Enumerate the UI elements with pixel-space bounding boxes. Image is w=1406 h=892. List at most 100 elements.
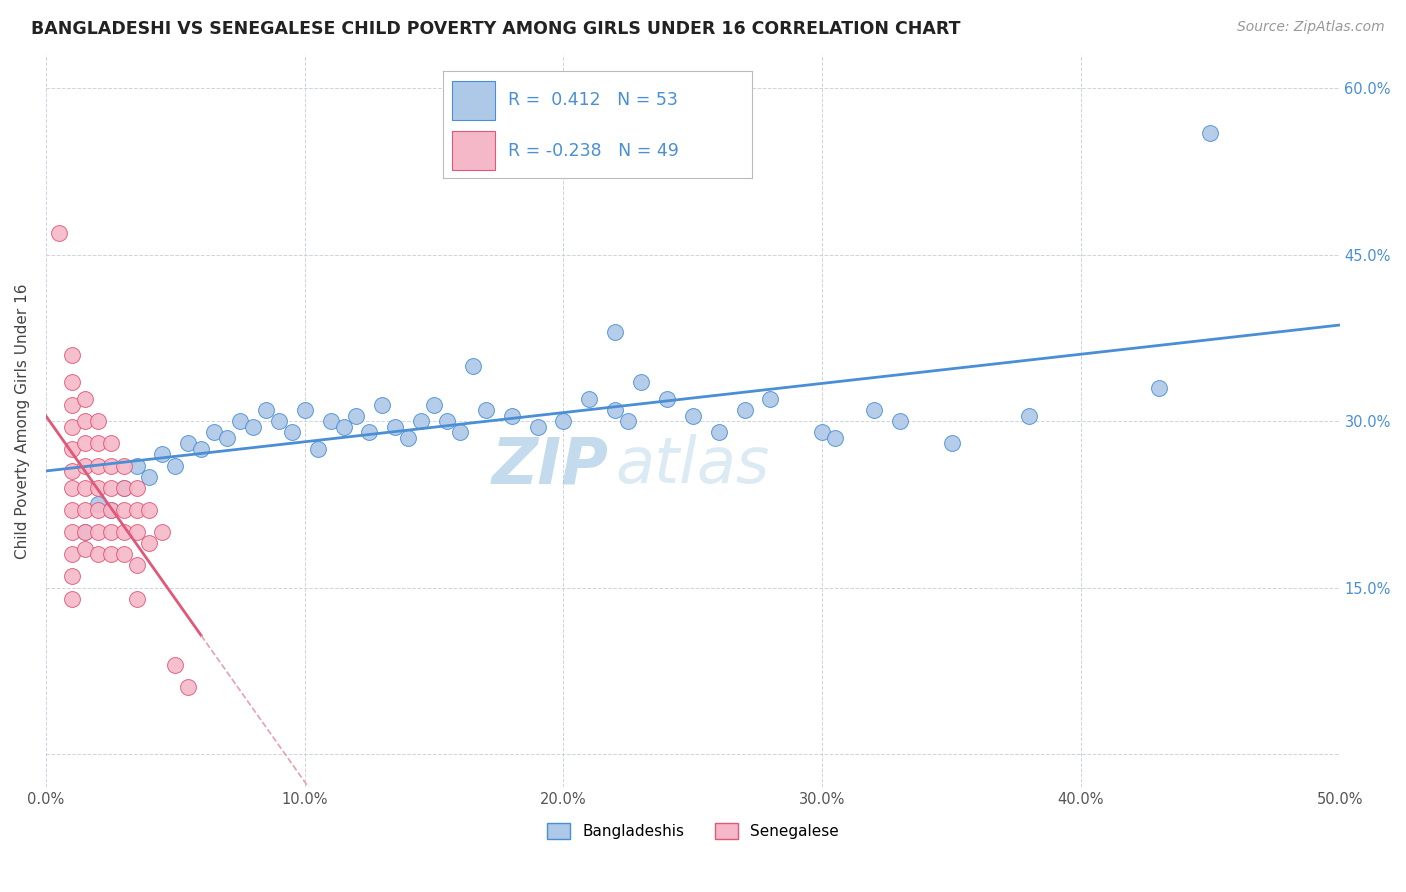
Point [553, 414, 575, 428]
Point [73, 392, 96, 406]
Point [461, 359, 484, 373]
Point [73, 414, 96, 428]
Point [165, 458, 187, 473]
FancyBboxPatch shape [453, 131, 495, 169]
Point [475, 403, 498, 417]
Point [281, 425, 304, 440]
Point [73, 524, 96, 539]
Point [112, 458, 135, 473]
Point [682, 409, 704, 423]
Point [60, 524, 83, 539]
Point [87, 458, 110, 473]
Point [177, 436, 200, 450]
Point [60, 481, 83, 495]
Point [152, 447, 174, 461]
Point [73, 436, 96, 450]
Point [60, 464, 83, 478]
Point [87, 481, 110, 495]
Point [87, 497, 110, 511]
Point [112, 503, 135, 517]
Point [229, 414, 252, 428]
Point [60, 442, 83, 456]
Point [267, 414, 290, 428]
Point [319, 414, 342, 428]
Point [125, 503, 148, 517]
Point [112, 481, 135, 495]
Legend: Bangladeshis, Senegalese: Bangladeshis, Senegalese [541, 817, 845, 846]
Point [1199, 126, 1222, 140]
Point [526, 419, 548, 434]
Point [436, 414, 458, 428]
Point [100, 503, 122, 517]
Point [87, 524, 110, 539]
Point [707, 425, 730, 440]
Point [941, 436, 963, 450]
Point [411, 414, 433, 428]
Point [73, 524, 96, 539]
Text: BANGLADESHI VS SENEGALESE CHILD POVERTY AMONG GIRLS UNDER 16 CORRELATION CHART: BANGLADESHI VS SENEGALESE CHILD POVERTY … [31, 20, 960, 37]
Text: Source: ZipAtlas.com: Source: ZipAtlas.com [1237, 20, 1385, 34]
Point [87, 503, 110, 517]
Point [100, 503, 122, 517]
Text: R =  0.412   N = 53: R = 0.412 N = 53 [508, 91, 678, 109]
Point [125, 558, 148, 573]
Point [87, 547, 110, 561]
Text: ZIP: ZIP [492, 434, 609, 496]
Point [125, 591, 148, 606]
Point [578, 392, 600, 406]
Point [60, 397, 83, 411]
Point [202, 425, 225, 440]
Point [73, 503, 96, 517]
Point [100, 458, 122, 473]
Point [100, 524, 122, 539]
Point [359, 425, 381, 440]
Point [112, 481, 135, 495]
Point [48, 226, 70, 240]
Point [138, 469, 160, 483]
Point [60, 376, 83, 390]
Point [1147, 381, 1170, 395]
Point [60, 569, 83, 583]
Point [60, 547, 83, 561]
Point [60, 419, 83, 434]
Point [371, 397, 394, 411]
Point [190, 442, 212, 456]
Point [824, 431, 846, 445]
Point [605, 403, 627, 417]
Point [254, 403, 277, 417]
Point [100, 436, 122, 450]
Point [165, 658, 187, 673]
Point [112, 524, 135, 539]
Point [112, 547, 135, 561]
Text: atlas: atlas [616, 434, 769, 496]
Point [759, 392, 782, 406]
Point [605, 326, 627, 340]
Point [60, 503, 83, 517]
Point [863, 403, 886, 417]
Point [449, 425, 471, 440]
Point [889, 414, 911, 428]
Point [125, 458, 148, 473]
Point [125, 481, 148, 495]
Point [307, 442, 329, 456]
Point [138, 536, 160, 550]
Point [346, 409, 368, 423]
Point [217, 431, 239, 445]
Point [125, 524, 148, 539]
Point [617, 414, 640, 428]
Point [152, 524, 174, 539]
Point [73, 481, 96, 495]
Point [87, 436, 110, 450]
Point [396, 431, 419, 445]
Point [423, 397, 446, 411]
Point [100, 481, 122, 495]
Text: R = -0.238   N = 49: R = -0.238 N = 49 [508, 142, 679, 160]
Point [242, 419, 264, 434]
Point [384, 419, 406, 434]
Y-axis label: Child Poverty Among Girls Under 16: Child Poverty Among Girls Under 16 [15, 284, 30, 559]
Point [630, 376, 652, 390]
Point [501, 409, 523, 423]
Point [60, 591, 83, 606]
Point [1018, 409, 1040, 423]
Point [87, 414, 110, 428]
